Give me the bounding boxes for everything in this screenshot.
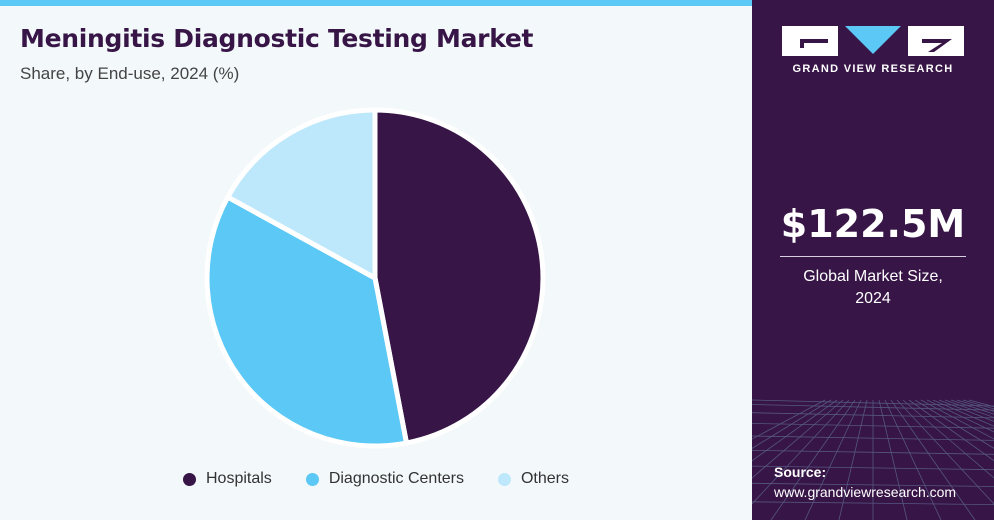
market-size-label-line2: 2024	[855, 290, 891, 307]
chart-panel: Meningitis Diagnostic Testing Market Sha…	[0, 0, 752, 520]
source-block: Source: www.grandviewresearch.com	[774, 462, 956, 502]
legend-item-others: Others	[497, 470, 569, 488]
info-sidebar: GRAND VIEW RESEARCH $122.5M Global Marke…	[752, 0, 994, 520]
market-size-label: Global Market Size, 2024	[752, 266, 994, 310]
market-size-label-line1: Global Market Size,	[803, 268, 943, 285]
legend-swatch	[305, 472, 319, 486]
legend-label: Others	[520, 470, 569, 487]
legend-label: Hospitals	[206, 470, 272, 487]
pie-slice-diagnostic-centers	[204, 194, 409, 449]
pie-slice-others	[225, 107, 378, 281]
legend-item-diagnostic-centers: Diagnostic Centers	[305, 470, 464, 488]
chart-subtitle: Share, by End-use, 2024 (%)	[20, 64, 240, 83]
pie-chart	[204, 107, 546, 449]
decorative-grid	[752, 399, 994, 520]
divider	[780, 256, 966, 257]
logo-text: GRAND VIEW RESEARCH	[792, 63, 954, 75]
chart-legend: Hospitals Diagnostic Centers Others	[0, 470, 752, 488]
brand-logo: GRAND VIEW RESEARCH	[752, 26, 994, 75]
source-url: www.grandviewresearch.com	[774, 484, 957, 500]
legend-item-hospitals: Hospitals	[183, 470, 272, 488]
chart-title: Meningitis Diagnostic Testing Market	[20, 24, 534, 53]
source-label: Source:	[774, 464, 827, 480]
pie-slice-hospitals	[372, 107, 546, 446]
legend-swatch	[183, 472, 196, 486]
legend-swatch	[497, 472, 511, 486]
market-size-value: $122.5M	[780, 202, 966, 246]
accent-bar	[0, 0, 752, 6]
legend-label: Diagnostic Centers	[328, 470, 464, 487]
logo-mark-icon	[782, 26, 964, 56]
